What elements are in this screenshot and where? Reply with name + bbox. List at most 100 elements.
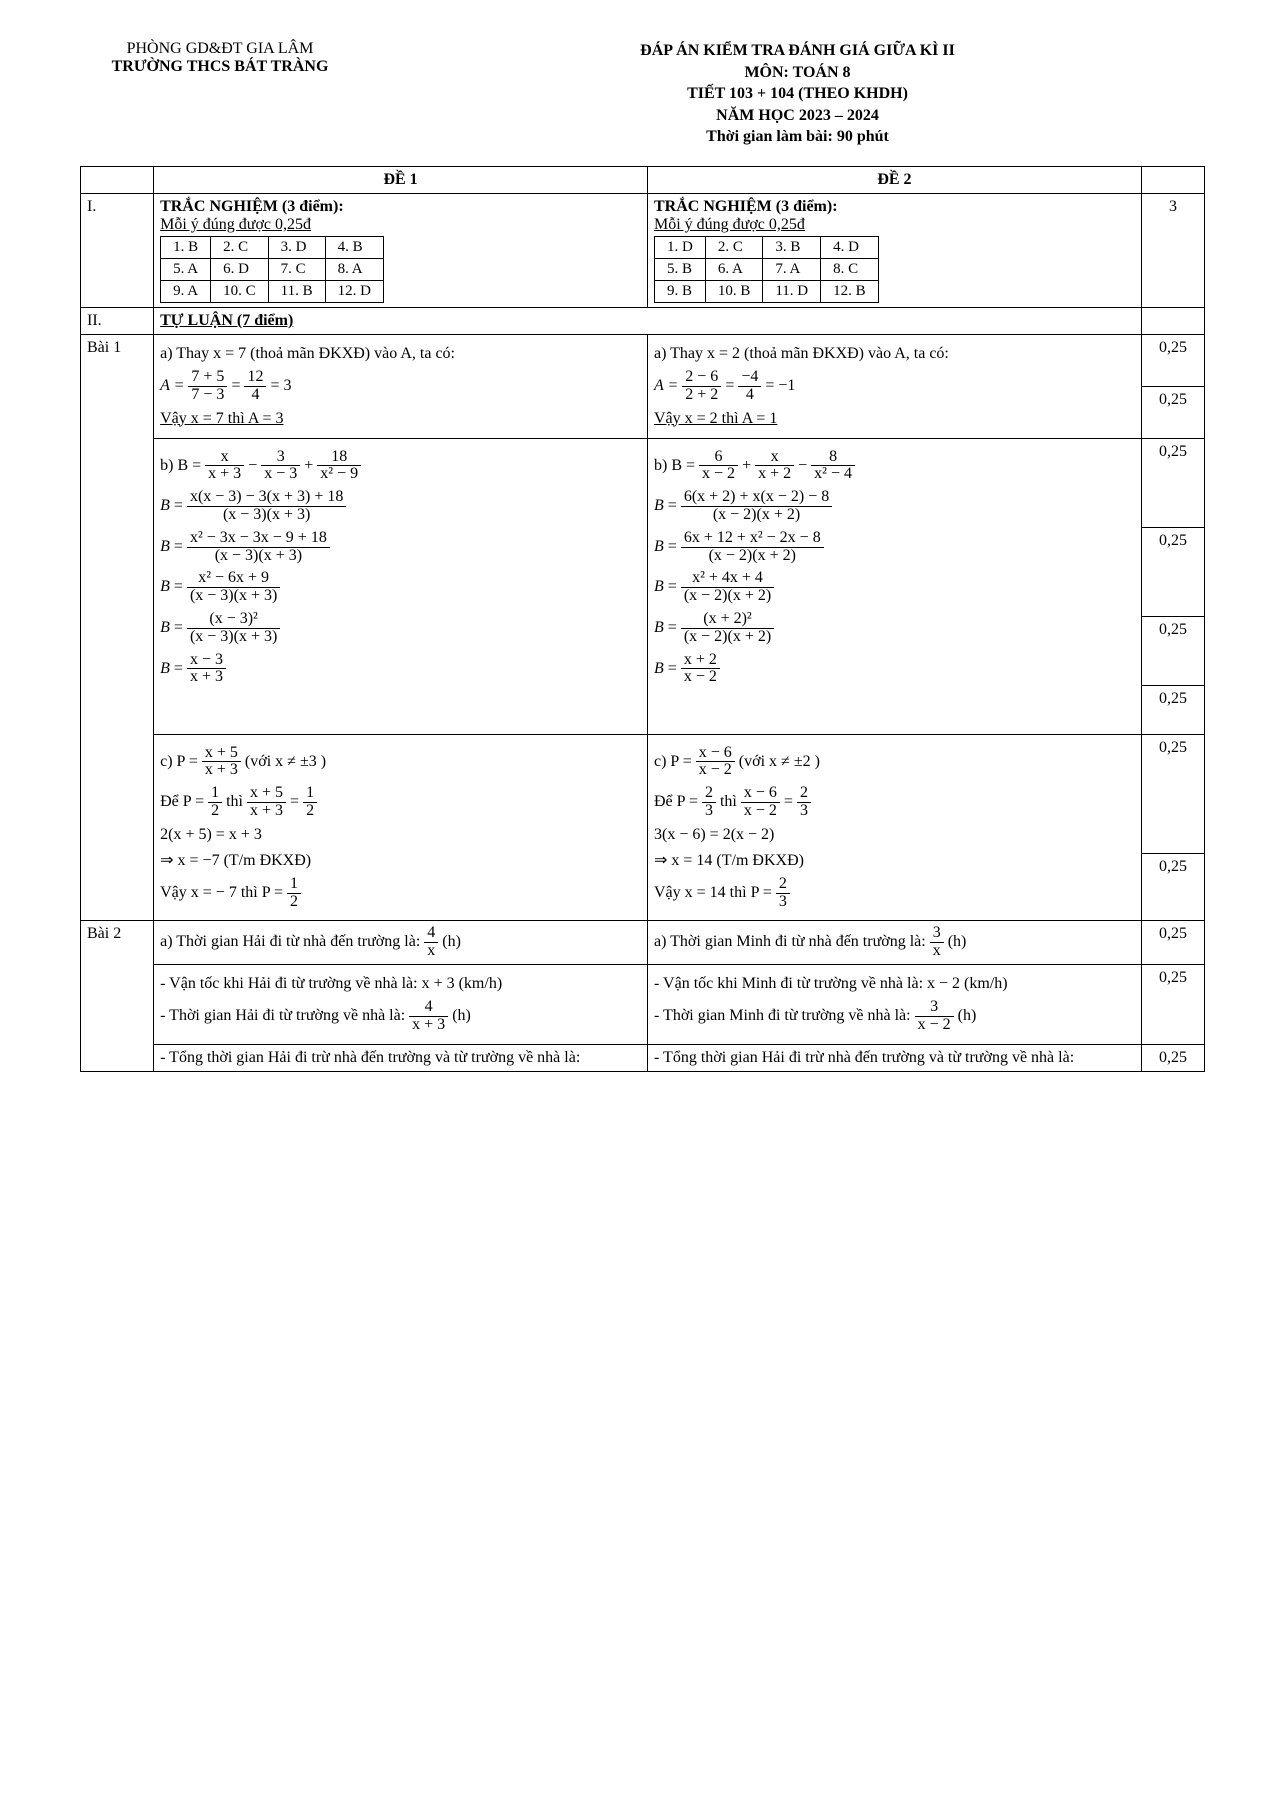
unit: (h) <box>442 933 461 950</box>
de1-header: ĐỀ 1 <box>154 166 648 193</box>
text-line: a) Thời gian Minh đi từ nhà đến trường l… <box>654 933 930 950</box>
frac-num: 2 − 6 <box>682 369 721 387</box>
mc-cell: 11. B <box>268 280 325 302</box>
unit: (h) <box>452 1007 471 1024</box>
math-text: = −1 <box>765 377 795 394</box>
row-bai2-r1: Bài 2 a) Thời gian Hải đi từ nhà đến trư… <box>81 921 1205 965</box>
mc-cell: 3. D <box>268 236 325 258</box>
math-text: Để P = <box>654 793 698 810</box>
frac-num: 2 <box>797 785 811 803</box>
frac-den: (x − 3)(x + 3) <box>187 629 280 646</box>
header-right: ĐÁP ÁN KIỂM TRA ĐÁNH GIÁ GIỮA KÌ II MÔN:… <box>390 40 1205 148</box>
frac-den: x <box>930 943 944 960</box>
unit: (h) <box>948 933 967 950</box>
text-line: 3(x − 6) = 2(x − 2) <box>654 826 1135 844</box>
frac-num: 3 <box>915 999 954 1017</box>
mc-cell: 2. C <box>705 236 763 258</box>
frac-num: 2 <box>702 785 716 803</box>
empty-cell <box>1141 166 1204 193</box>
mc-cell: 9. B <box>655 280 706 302</box>
pts-cell: 0,25 <box>1141 1044 1204 1071</box>
frac-den: x + 2 <box>755 466 794 483</box>
bai2-de1-r3: - Tổng thời gian Hải đi trừ nhà đến trườ… <box>154 1044 648 1071</box>
bai2-de2-r1: a) Thời gian Minh đi từ nhà đến trường l… <box>648 921 1142 965</box>
frac-den: x² − 4 <box>811 466 855 483</box>
frac-num: x <box>205 449 244 467</box>
page: PHÒNG GD&ĐT GIA LÂM TRƯỜNG THCS BÁT TRÀN… <box>80 40 1205 1072</box>
section-label-i: I. <box>81 193 154 307</box>
tracnghiem-title: TRẮC NGHIỆM (3 điểm): <box>160 198 344 215</box>
frac-den: (x − 3)(x + 3) <box>187 588 280 605</box>
empty-cell <box>1141 307 1204 334</box>
frac-num: x(x − 3) − 3(x + 3) + 18 <box>187 489 346 507</box>
tuluan-title-cell: TỰ LUẬN (7 điểm) <box>154 307 1142 334</box>
frac-den: 2 <box>287 894 301 911</box>
text-line: - Vận tốc khi Minh đi từ trường về nhà l… <box>654 975 1135 993</box>
bai1-de2-b: b) B = 6x − 2 + xx + 2 − 8x² − 4 B = 6(x… <box>648 438 1142 734</box>
tuluan-title: TỰ LUẬN (7 điểm) <box>160 312 293 329</box>
frac-num: x² − 6x + 9 <box>187 570 280 588</box>
bai2-de2-r2: - Vận tốc khi Minh đi từ trường về nhà l… <box>648 964 1142 1044</box>
frac-num: 6x + 12 + x² − 2x − 8 <box>681 530 824 548</box>
text-line: a) Thời gian Hải đi từ nhà đến trường là… <box>160 933 424 950</box>
text-line: 2(x + 5) = x + 3 <box>160 826 641 844</box>
pts-cell: 0,25 <box>1141 685 1204 734</box>
unit: (h) <box>958 1007 977 1024</box>
title-line-1: ĐÁP ÁN KIỂM TRA ĐÁNH GIÁ GIỮA KÌ II <box>390 40 1205 62</box>
frac-num: x² + 4x + 4 <box>681 570 774 588</box>
row-section-i: I. TRẮC NGHIỆM (3 điểm): Mỗi ý đúng được… <box>81 193 1205 307</box>
math-text: b) B = <box>654 457 695 474</box>
frac-num: 1 <box>208 785 222 803</box>
mc-cell: 7. A <box>763 258 821 280</box>
bai2-de1-r2: - Vận tốc khi Hải đi từ trường về nhà là… <box>154 964 648 1044</box>
frac-num: 1 <box>303 785 317 803</box>
mc-cell: 10. C <box>211 280 269 302</box>
mc-cell: 2. C <box>211 236 269 258</box>
frac-num: x − 6 <box>696 745 735 763</box>
math-text: c) P = <box>654 753 692 770</box>
frac-den: (x − 3)(x + 3) <box>187 548 330 565</box>
bai1-de1-c: c) P = x + 5x + 3 (với x ≠ ±3 ) Để P = 1… <box>154 734 648 921</box>
bai2-de2-r3: - Tổng thời gian Hải đi trừ nhà đến trườ… <box>648 1044 1142 1071</box>
section-label-ii: II. <box>81 307 154 334</box>
frac-num: x − 3 <box>187 652 226 670</box>
frac-num: x <box>755 449 794 467</box>
frac-num: 1 <box>287 876 301 894</box>
frac-den: 2 <box>208 803 222 820</box>
frac-den: x − 2 <box>696 762 735 779</box>
text-line: Vậy x = 2 thì A = 1 <box>654 410 1135 428</box>
frac-den: x + 3 <box>409 1017 448 1034</box>
op: + <box>742 457 751 474</box>
mc-table-de1: 1. B2. C3. D4. B 5. A6. D7. C8. A 9. A10… <box>160 236 384 303</box>
frac-den: (x − 2)(x + 2) <box>681 588 774 605</box>
row-bai2-r3: - Tổng thời gian Hải đi trừ nhà đến trườ… <box>81 1044 1205 1071</box>
pts-mc: 3 <box>1141 193 1204 307</box>
text-line: - Thời gian Hải đi từ trường về nhà là: <box>160 1007 409 1024</box>
frac-num: x + 5 <box>202 745 241 763</box>
frac-den: x + 3 <box>205 466 244 483</box>
frac-num: 6 <box>699 449 738 467</box>
frac-num: −4 <box>738 369 761 387</box>
frac-num: x² − 3x − 3x − 9 + 18 <box>187 530 330 548</box>
text-line: a) Thay x = 2 (thoả mãn ĐKXĐ) vào A, ta … <box>654 345 1135 363</box>
row-bai2-r2: - Vận tốc khi Hải đi từ trường về nhà là… <box>81 964 1205 1044</box>
frac-num: 3 <box>261 449 300 467</box>
frac-den: 3 <box>776 894 790 911</box>
mc-cell: 7. C <box>268 258 325 280</box>
text-line: Vậy x = 7 thì A = 3 <box>160 410 641 428</box>
frac-den: 2 + 2 <box>682 387 721 404</box>
frac-den: (x − 2)(x + 2) <box>681 507 832 524</box>
frac-den: x + 3 <box>202 762 241 779</box>
bai1-de2-c: c) P = x − 6x − 2 (với x ≠ ±2 ) Để P = 2… <box>648 734 1142 921</box>
frac-den: x <box>424 943 438 960</box>
frac-den: x + 3 <box>187 669 226 686</box>
answer-table: ĐỀ 1 ĐỀ 2 I. TRẮC NGHIỆM (3 điểm): Mỗi ý… <box>80 166 1205 1072</box>
title-line-5: Thời gian làm bài: 90 phút <box>390 126 1205 148</box>
frac-num: 12 <box>244 369 266 387</box>
frac-den: 7 − 3 <box>188 387 227 404</box>
frac-den: (x − 2)(x + 2) <box>681 629 774 646</box>
math-text: = <box>290 793 303 810</box>
math-text: Vậy x = 14 thì P = <box>654 884 772 901</box>
mc-cell: 5. B <box>655 258 706 280</box>
row-bai1-c: c) P = x + 5x + 3 (với x ≠ ±3 ) Để P = 1… <box>81 734 1205 853</box>
